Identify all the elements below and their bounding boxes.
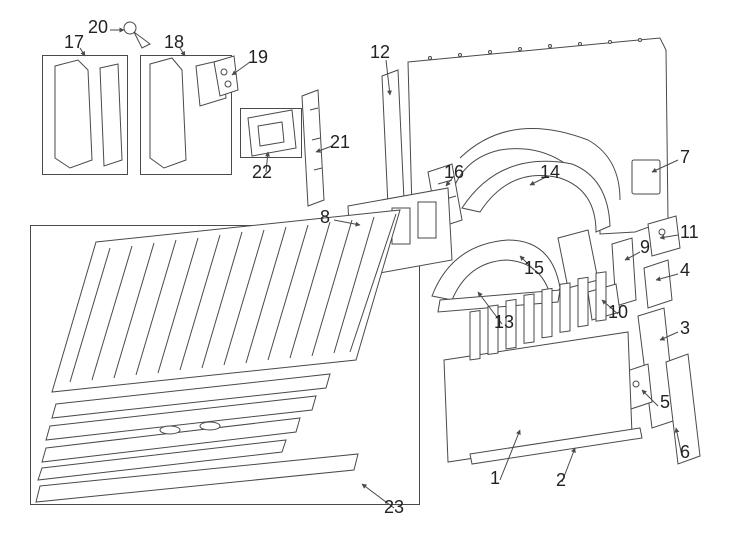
- callout-label-5: 5: [660, 392, 670, 413]
- group-box-18: [140, 55, 232, 175]
- group-box-22: [240, 108, 302, 158]
- part-corner-pillar-outer: [638, 308, 676, 428]
- callout-label-15: 15: [524, 258, 544, 279]
- callout-label-12: 12: [370, 42, 390, 63]
- part-latch-striker-plate: [624, 364, 652, 410]
- callout-label-7: 7: [680, 147, 690, 168]
- callout-label-13: 13: [494, 312, 514, 333]
- part-sill-trim: [470, 428, 642, 464]
- part-rear-support: [612, 238, 636, 306]
- callout-label-9: 9: [640, 237, 650, 258]
- callout-label-6: 6: [680, 442, 690, 463]
- callout-label-11: 11: [680, 222, 699, 243]
- callout-label-8: 8: [320, 207, 330, 228]
- callout-label-10: 10: [608, 302, 628, 323]
- group-box-bed-assembly: [30, 225, 420, 505]
- part-tailgate-inner-panel: [444, 272, 632, 462]
- part-front-pillar-reinforcement: [382, 70, 404, 206]
- group-box-17: [42, 55, 128, 175]
- callout-label-22: 22: [252, 162, 272, 183]
- callout-label-20: 20: [88, 17, 108, 38]
- part-corner-bracket: [644, 260, 672, 308]
- callout-label-19: 19: [248, 47, 268, 68]
- callout-label-23: 23: [384, 497, 404, 518]
- part-wheel-arch-outer: [462, 161, 610, 232]
- part-bedside-outer-panel: [408, 38, 668, 234]
- callout-label-2: 2: [556, 470, 566, 491]
- callout-label-17: 17: [64, 32, 84, 53]
- callout-label-1: 1: [490, 468, 500, 489]
- part-fastener: [124, 22, 150, 48]
- callout-label-3: 3: [680, 318, 690, 339]
- part-wheelhouse-brace: [558, 230, 598, 288]
- part-rear-bracket-upper: [648, 216, 680, 256]
- callout-label-18: 18: [164, 32, 184, 53]
- callout-label-21: 21: [330, 132, 350, 153]
- callout-label-14: 14: [540, 162, 560, 183]
- callout-label-16: 16: [444, 162, 464, 183]
- callout-label-4: 4: [680, 260, 690, 281]
- parts-diagram-stage: 1 2 3 4 5 6 7 8 9 10 11 12 13 14 15 16 1…: [0, 0, 734, 540]
- part-side-reinforcement: [302, 90, 324, 206]
